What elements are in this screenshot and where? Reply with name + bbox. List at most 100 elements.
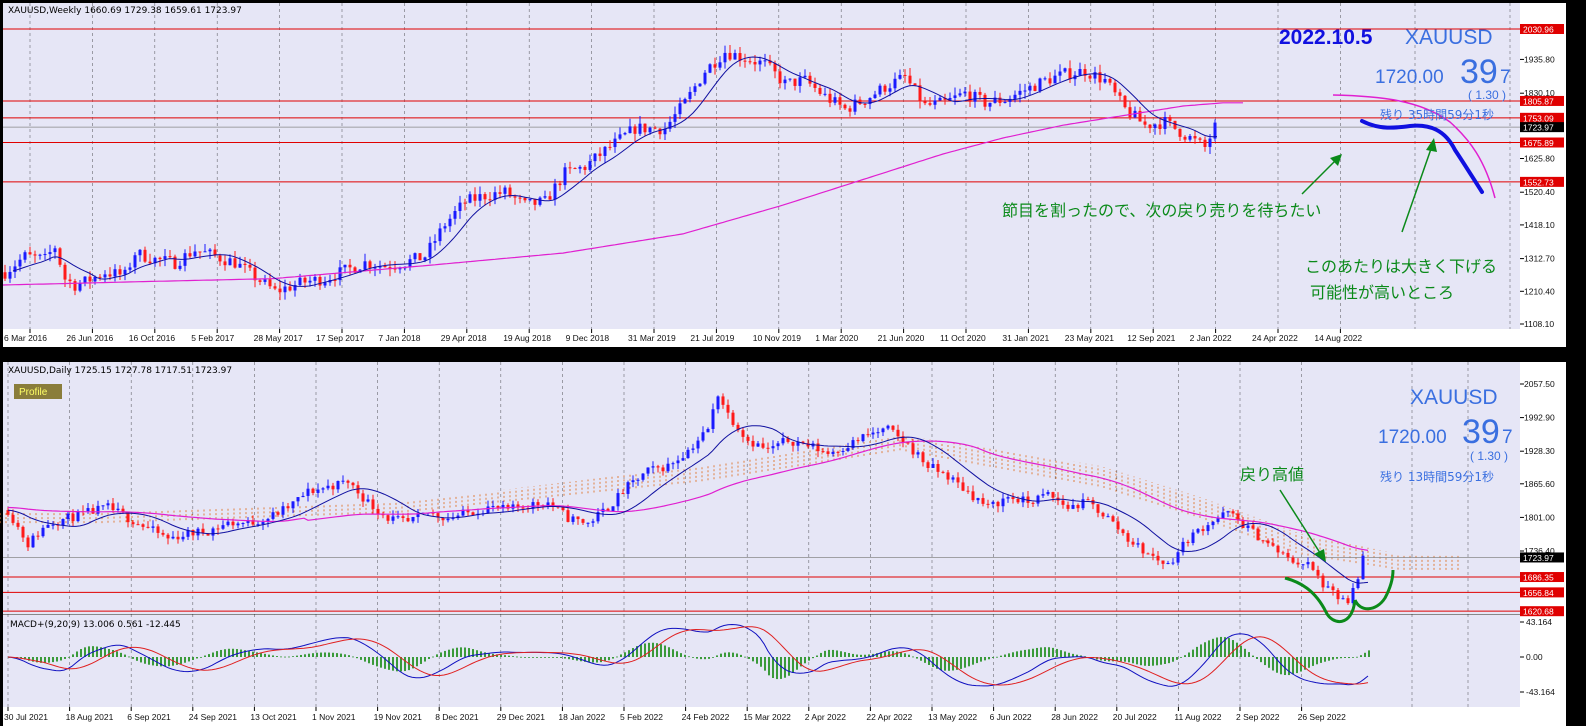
daily-candle-body [596,512,600,522]
daily-x-tick-label: 28 Jun 2022 [1051,712,1098,722]
weekly-candle-body [148,261,152,264]
macd-histogram-bar [96,646,98,657]
weekly-candle-body [968,91,972,102]
weekly-candle-body [428,242,432,258]
macd-histogram-bar [120,652,122,657]
daily-candle-body [1291,557,1295,563]
weekly-candle-body [743,60,747,62]
daily-candle-body [446,518,450,521]
weekly-candle-body [553,183,557,200]
daily-candle-body [276,512,280,515]
daily-candle-body [786,438,790,442]
weekly-candle-body [738,53,742,61]
macd-histogram-bar [348,655,350,657]
weekly-candle-body [113,269,117,277]
weekly-candle-body [663,128,667,135]
weekly-candle-body [993,97,997,103]
macd-histogram-bar [284,656,286,658]
macd-histogram-bar [208,654,210,657]
daily-candle-body [486,506,490,514]
profile-badge[interactable] [14,384,62,399]
daily-candle-body [1011,497,1015,500]
daily-panel: 2057.50 1992.90 1928.30 1865.60 1801.00 1736.… [0,362,1566,726]
macd-histogram-bar [260,653,262,657]
daily-candle-body [721,396,725,405]
macd-histogram-bar [1080,655,1082,657]
daily-candle-body [856,440,860,442]
weekly-x-tick-label: 28 May 2017 [254,333,303,343]
weekly-candle-body [618,134,622,139]
macd-histogram-bar [1304,657,1306,670]
macd-histogram-bar [1008,653,1010,657]
macd-histogram-bar [36,657,38,663]
macd-histogram-bar [1188,652,1190,657]
daily-candle-body [761,443,765,448]
daily-x-tick-label: 13 Oct 2021 [250,712,297,722]
daily-price-axis [1520,362,1566,707]
daily-x-tick-label: 18 Aug 2021 [66,712,114,722]
daily-candle-body [86,508,90,512]
macd-histogram-bar [1224,637,1226,657]
daily-candle-body [121,508,125,513]
macd-histogram-bar [268,654,270,657]
weekly-candle-body [988,102,992,107]
macd-histogram-bar [432,656,434,658]
weekly-candle-body [1153,124,1157,129]
weekly-candle-body [458,202,462,211]
macd-histogram-bar [832,649,834,657]
macd-histogram-bar [856,654,858,657]
daily-x-tick-label: 29 Dec 2021 [497,712,545,722]
weekly-candle-body [943,97,947,100]
daily-candle-body [1161,560,1165,564]
macd-histogram-bar [516,656,518,658]
macd-histogram-bar [276,656,278,657]
daily-candle-body [986,503,990,505]
daily-candle-body [1341,598,1345,600]
daily-candle-body [1046,492,1050,495]
weekly-candle-body [793,78,797,86]
macd-histogram-bar [616,656,618,658]
weekly-x-tick-label: 19 Aug 2018 [503,333,551,343]
weekly-candle-body [683,98,687,104]
macd-histogram-bar [708,657,710,659]
daily-y-tick-label: 2057.50 [1524,379,1555,389]
daily-candle-body [321,488,325,490]
daily-candle-body [186,529,190,537]
macd-histogram-bar [912,656,914,658]
weekly-candle-body [83,276,87,284]
macd-histogram-bar [1152,657,1154,666]
daily-candle-body [466,509,470,513]
weekly-candle-body [633,126,637,134]
daily-candle-body [441,517,445,521]
daily-level-tag [1520,572,1564,583]
daily-candle-body [206,533,210,536]
daily-ma-short-line [7,425,1369,584]
weekly-candle-body [703,72,707,84]
macd-y-tick-label: 43.164 [1526,617,1552,627]
daily-candle-body [1311,562,1315,570]
weekly-candle-body [768,60,772,64]
weekly-forecast-line [1360,119,1484,194]
macd-histogram-bar [1068,652,1070,657]
weekly-y-tick-label: 1625.80 [1524,154,1555,164]
daily-candle-body [1031,502,1035,504]
daily-candle-body [316,489,320,493]
daily-candle-body [576,516,580,520]
macd-histogram-bar [180,657,182,664]
macd-signal-line [7,626,1369,686]
macd-histogram-bar [936,657,938,669]
daily-x-tick-label: 20 Jul 2022 [1113,712,1157,722]
weekly-y-tick-label: 1935.80 [1524,54,1555,64]
weekly-candle-body [548,196,552,200]
macd-histogram-bar [240,649,242,657]
daily-candle-body [306,488,310,496]
daily-candle-body [1261,540,1265,542]
daily-candle-body [716,396,720,410]
weekly-level-tag [1520,95,1564,106]
daily-x-tick-label: 11 Aug 2022 [1174,712,1221,722]
macd-histogram-bar [756,657,758,664]
daily-candle-body [66,513,70,520]
daily-candle-body [646,467,650,474]
panel-divider [0,347,1586,359]
daily-candle-body [131,522,135,525]
